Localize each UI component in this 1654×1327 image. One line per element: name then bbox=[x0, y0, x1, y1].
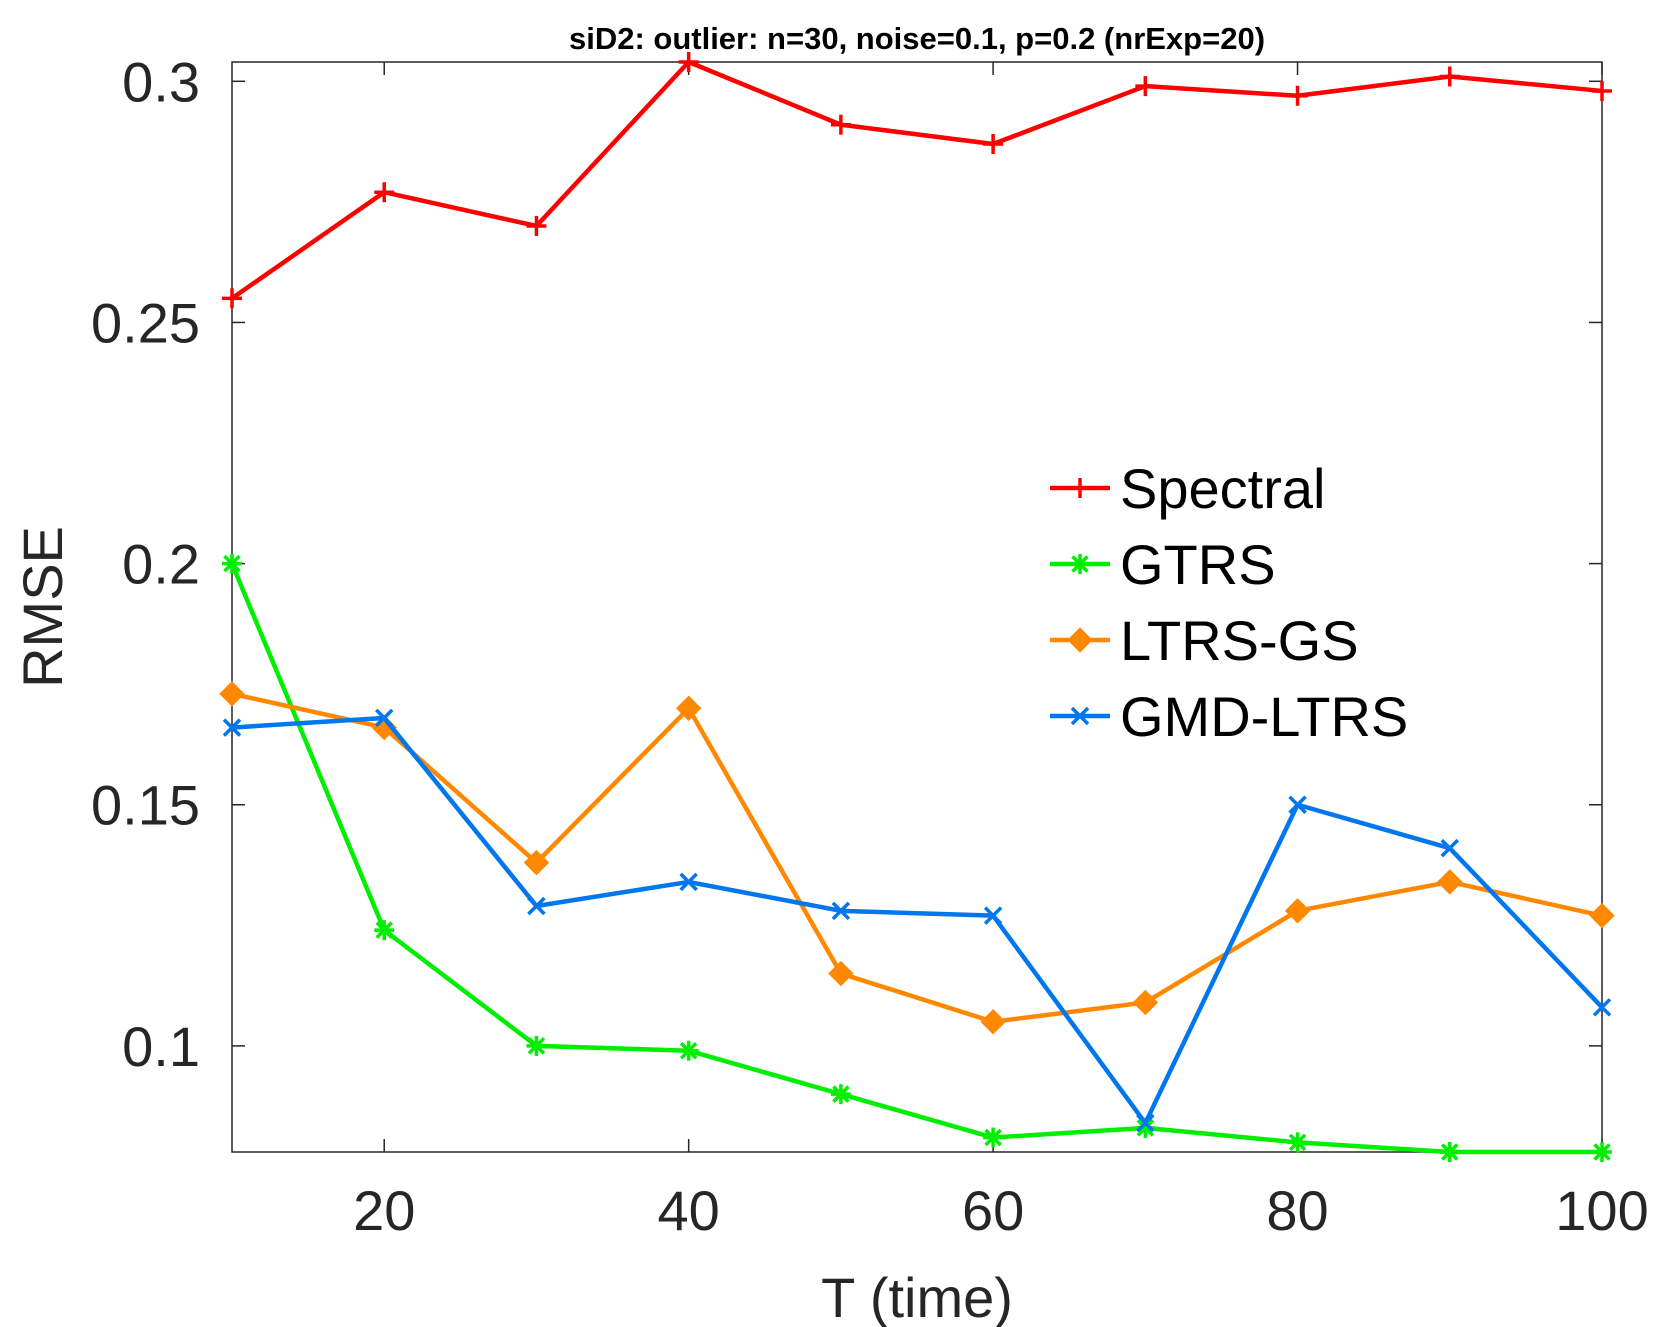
series-gtrs bbox=[222, 553, 1612, 1162]
y-axis-label: RMSE bbox=[11, 526, 74, 688]
plot-frame bbox=[231, 61, 1603, 1153]
data-point-ltrs-gs bbox=[523, 849, 550, 876]
data-point-spectral bbox=[830, 114, 851, 135]
y-tick-label: 0.2 bbox=[122, 533, 200, 596]
data-point-gmd-ltrs bbox=[1288, 795, 1307, 814]
data-point-gtrs bbox=[830, 1084, 851, 1105]
data-point-gmd-ltrs bbox=[1440, 838, 1460, 858]
data-point-ltrs-gs bbox=[828, 960, 854, 987]
x-tick-label: 80 bbox=[1266, 1179, 1328, 1242]
data-point-spectral bbox=[222, 288, 242, 309]
data-point-gtrs bbox=[983, 1127, 1004, 1148]
legend-label: LTRS-GS bbox=[1120, 609, 1359, 672]
data-point-spectral bbox=[1439, 66, 1460, 87]
data-point-spectral bbox=[1287, 85, 1308, 106]
legend-label: GTRS bbox=[1120, 533, 1276, 596]
data-point-gtrs bbox=[374, 920, 395, 941]
data-point-gtrs bbox=[678, 1040, 699, 1061]
legend-item-gtrs: GTRS bbox=[1050, 533, 1276, 596]
series-layer bbox=[219, 52, 1615, 1162]
data-point-ltrs-gs bbox=[1589, 902, 1615, 929]
x-axis-label: T (time) bbox=[821, 1266, 1013, 1327]
series-spectral bbox=[222, 52, 1612, 309]
data-point-spectral bbox=[983, 133, 1004, 154]
data-point-spectral bbox=[1592, 80, 1612, 101]
legend: Spectral GTRS LTRS-GS GMD-LTRS bbox=[1050, 457, 1408, 748]
x-tick-label: 100 bbox=[1555, 1179, 1648, 1242]
data-point-gmd-ltrs bbox=[679, 872, 698, 892]
series-line-ltrs-gs bbox=[231, 691, 1603, 1025]
legend-swatch-marker bbox=[1070, 706, 1090, 726]
legend-item-gmd-ltrs: GMD-LTRS bbox=[1050, 685, 1408, 748]
data-point-spectral bbox=[374, 182, 395, 203]
data-point-spectral bbox=[526, 215, 547, 236]
x-tick-label: 20 bbox=[353, 1179, 415, 1242]
series-line-spectral bbox=[230, 59, 1603, 301]
legend-item-spectral: Spectral bbox=[1050, 457, 1325, 520]
data-point-gmd-ltrs bbox=[374, 708, 394, 728]
legend-swatch-marker bbox=[1070, 554, 1090, 574]
data-point-ltrs-gs bbox=[1437, 869, 1463, 895]
data-point-gmd-ltrs bbox=[1136, 1113, 1155, 1133]
data-point-ltrs-gs bbox=[1132, 989, 1159, 1016]
legend-swatch-marker bbox=[1067, 627, 1093, 653]
data-point-gmd-ltrs bbox=[1592, 998, 1612, 1017]
legend-swatch-marker bbox=[1070, 478, 1090, 498]
legend-label: GMD-LTRS bbox=[1120, 685, 1408, 748]
y-tick-label: 0.1 bbox=[122, 1015, 200, 1078]
data-point-gtrs bbox=[1287, 1132, 1308, 1153]
data-point-gtrs bbox=[526, 1035, 547, 1056]
chart-title: siD2: outlier: n=30, noise=0.1, p=0.2 (n… bbox=[569, 21, 1265, 56]
data-point-gtrs bbox=[1592, 1142, 1612, 1162]
data-point-gmd-ltrs bbox=[222, 718, 242, 737]
legend-item-ltrs-gs: LTRS-GS bbox=[1050, 609, 1359, 672]
data-point-gmd-ltrs bbox=[527, 896, 546, 916]
data-point-spectral bbox=[678, 52, 699, 72]
x-tick-label: 40 bbox=[658, 1179, 720, 1242]
data-point-ltrs-gs bbox=[1284, 898, 1311, 924]
series-line-gmd-ltrs bbox=[231, 715, 1604, 1126]
data-point-gtrs bbox=[222, 553, 242, 574]
series-line-gtrs bbox=[229, 562, 1602, 1155]
legend-label: Spectral bbox=[1120, 457, 1325, 520]
data-point-gtrs bbox=[1439, 1142, 1460, 1162]
series-gmd-ltrs bbox=[222, 708, 1612, 1133]
data-point-gmd-ltrs bbox=[831, 901, 851, 921]
data-point-ltrs-gs bbox=[675, 695, 702, 721]
data-point-spectral bbox=[1135, 76, 1156, 97]
data-point-ltrs-gs bbox=[980, 1009, 1006, 1035]
axis-ticks: 20 40 60 80 100 0.1 0.15 0.2 0.25 0.3 bbox=[91, 50, 1649, 1242]
x-tick-label: 60 bbox=[962, 1179, 1024, 1242]
data-point-ltrs-gs bbox=[219, 681, 245, 707]
data-point-gmd-ltrs bbox=[983, 906, 1003, 925]
y-tick-label: 0.25 bbox=[91, 291, 200, 354]
y-tick-label: 0.3 bbox=[122, 50, 200, 113]
y-tick-label: 0.15 bbox=[91, 774, 200, 837]
